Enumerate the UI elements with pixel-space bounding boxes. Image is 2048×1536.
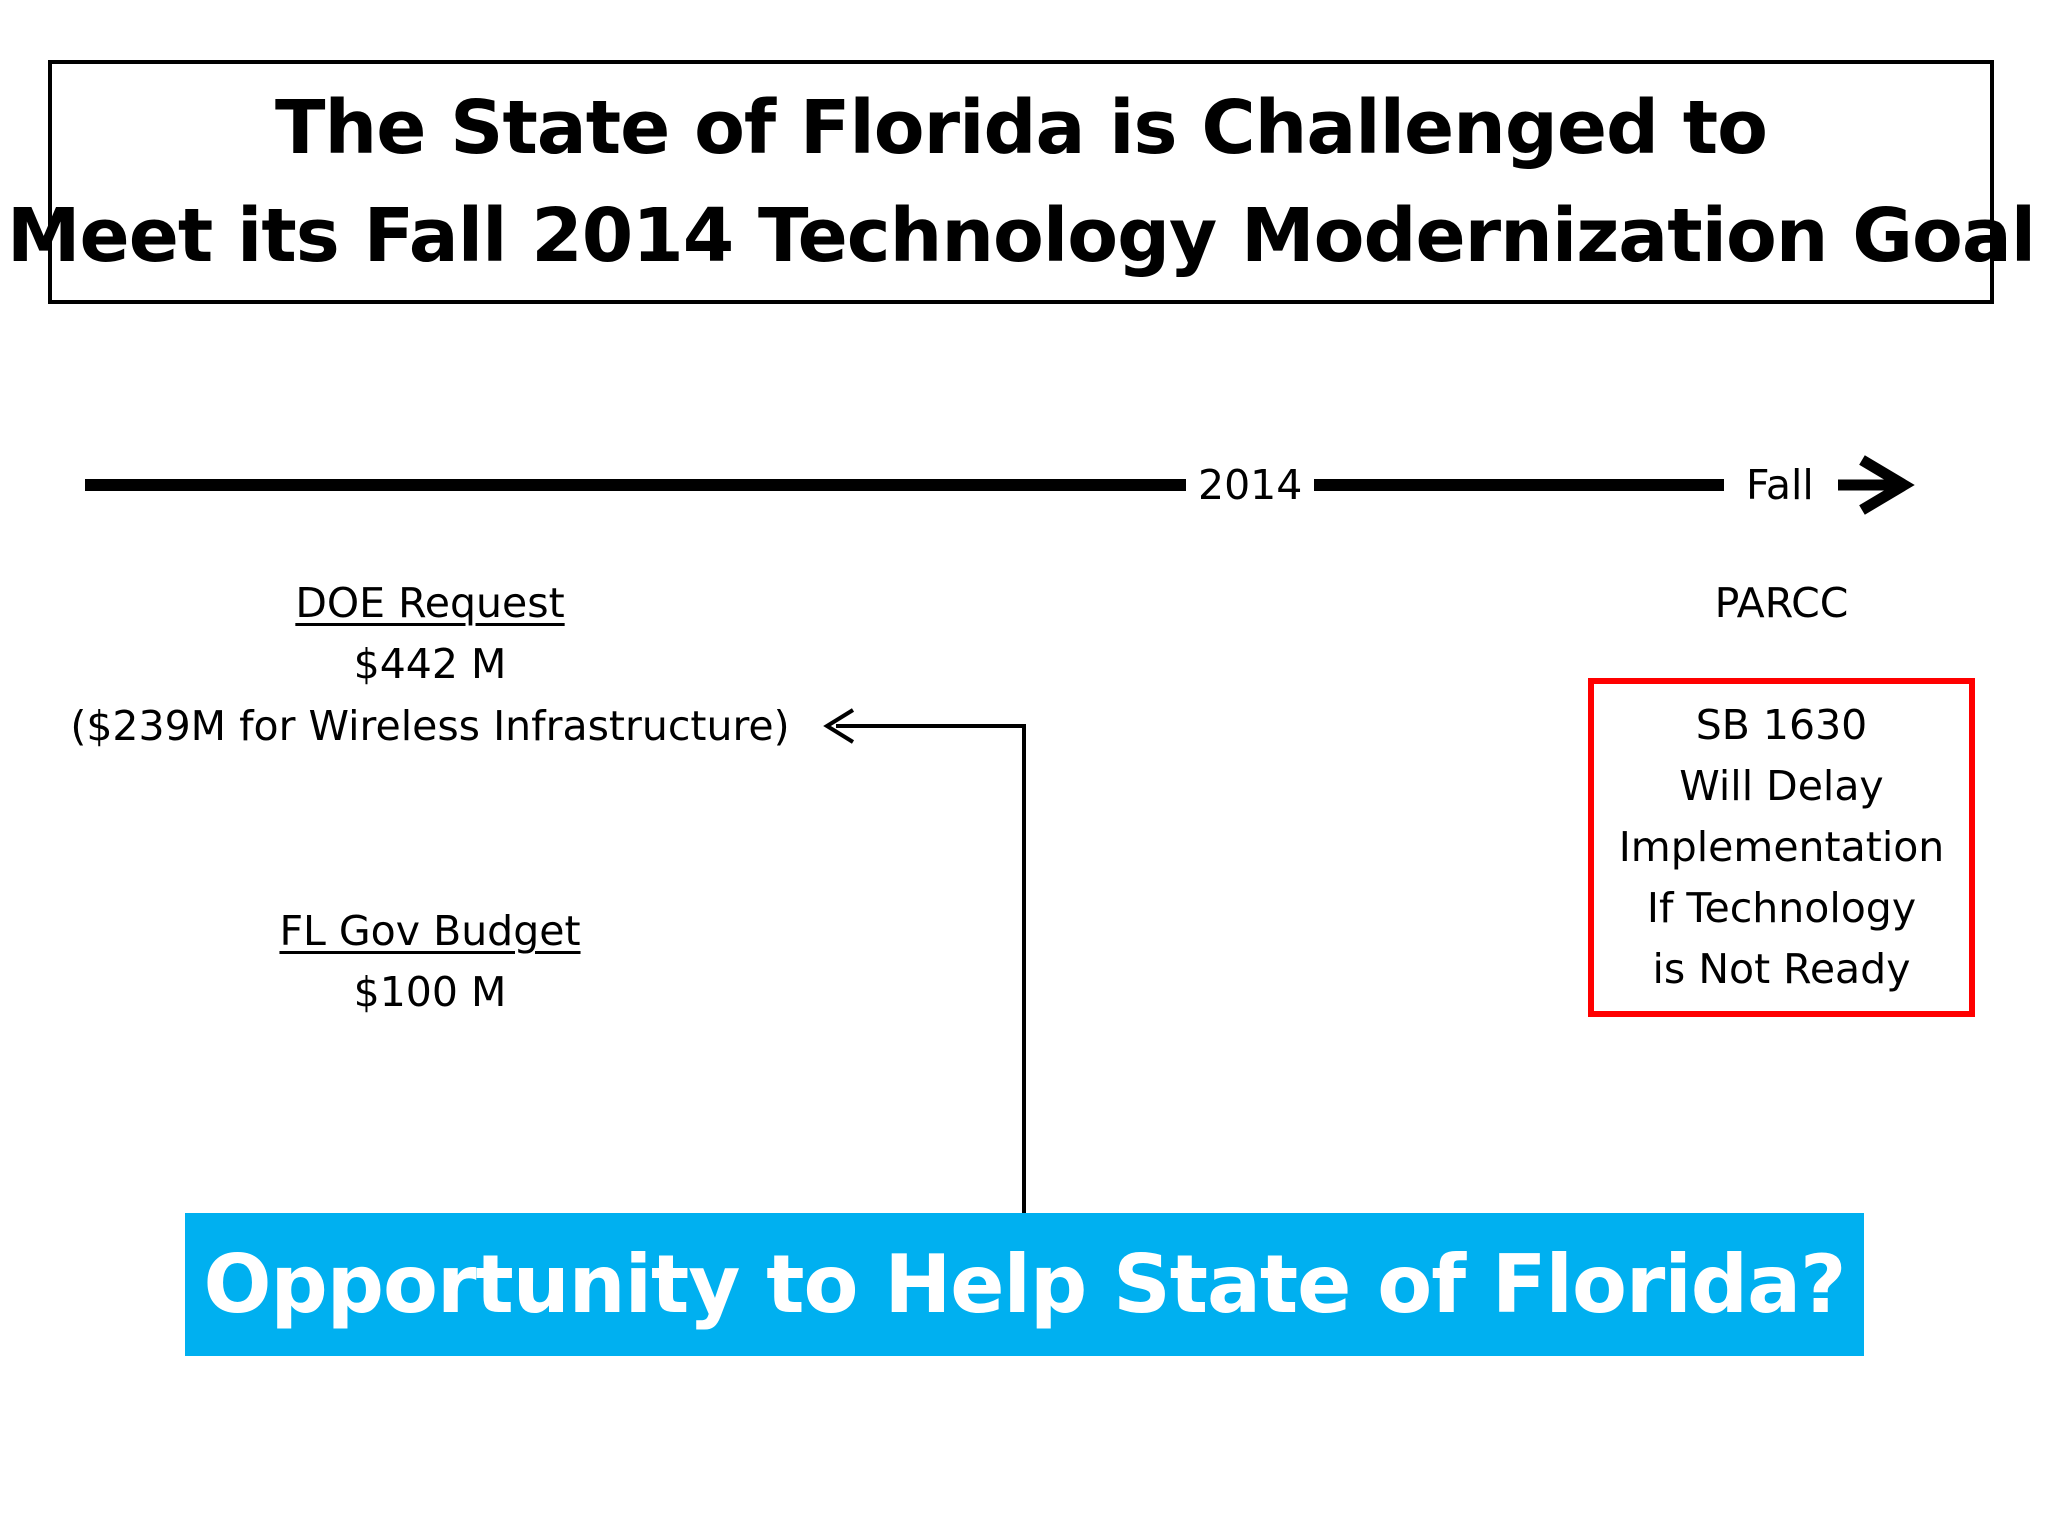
connector-arrow-head: [823, 708, 855, 744]
title-box: The State of Florida is Challenged to Me…: [7, 60, 2036, 304]
timeline-arrow-head: [1859, 455, 1915, 515]
sb-box-line: If Technology: [1646, 884, 1917, 932]
sb-box-line: is Not Ready: [1652, 945, 1911, 993]
sb-box-line: Implementation: [1618, 823, 1945, 871]
parcc-label: PARCC: [1714, 579, 1849, 627]
timeline-season-label: Fall: [1734, 461, 1826, 509]
sb-box-line: Will Delay: [1679, 762, 1884, 810]
opportunity-banner: Opportunity to Help State of Florida?: [185, 1213, 1864, 1356]
doe-request-heading: DOE Request: [295, 579, 565, 627]
gov-budget-amount: $100 M: [353, 968, 507, 1016]
sb-1630-box: SB 1630 Will Delay Implementation If Tec…: [1588, 678, 1975, 1017]
gov-budget-heading: FL Gov Budget: [279, 907, 581, 955]
banner-text: Opportunity to Help State of Florida?: [203, 1238, 1847, 1331]
timeline-year-label: 2014: [1186, 461, 1315, 509]
doe-request-amount: $442 M: [353, 640, 507, 688]
sb-box-line: SB 1630: [1695, 701, 1868, 749]
connector-line: [836, 724, 1026, 1213]
title-line-1: The State of Florida is Challenged to: [275, 85, 1768, 171]
doe-request-detail: ($239M for Wireless Infrastructure): [70, 702, 790, 750]
title-line-2: Meet its Fall 2014 Technology Modernizat…: [6, 193, 2036, 279]
